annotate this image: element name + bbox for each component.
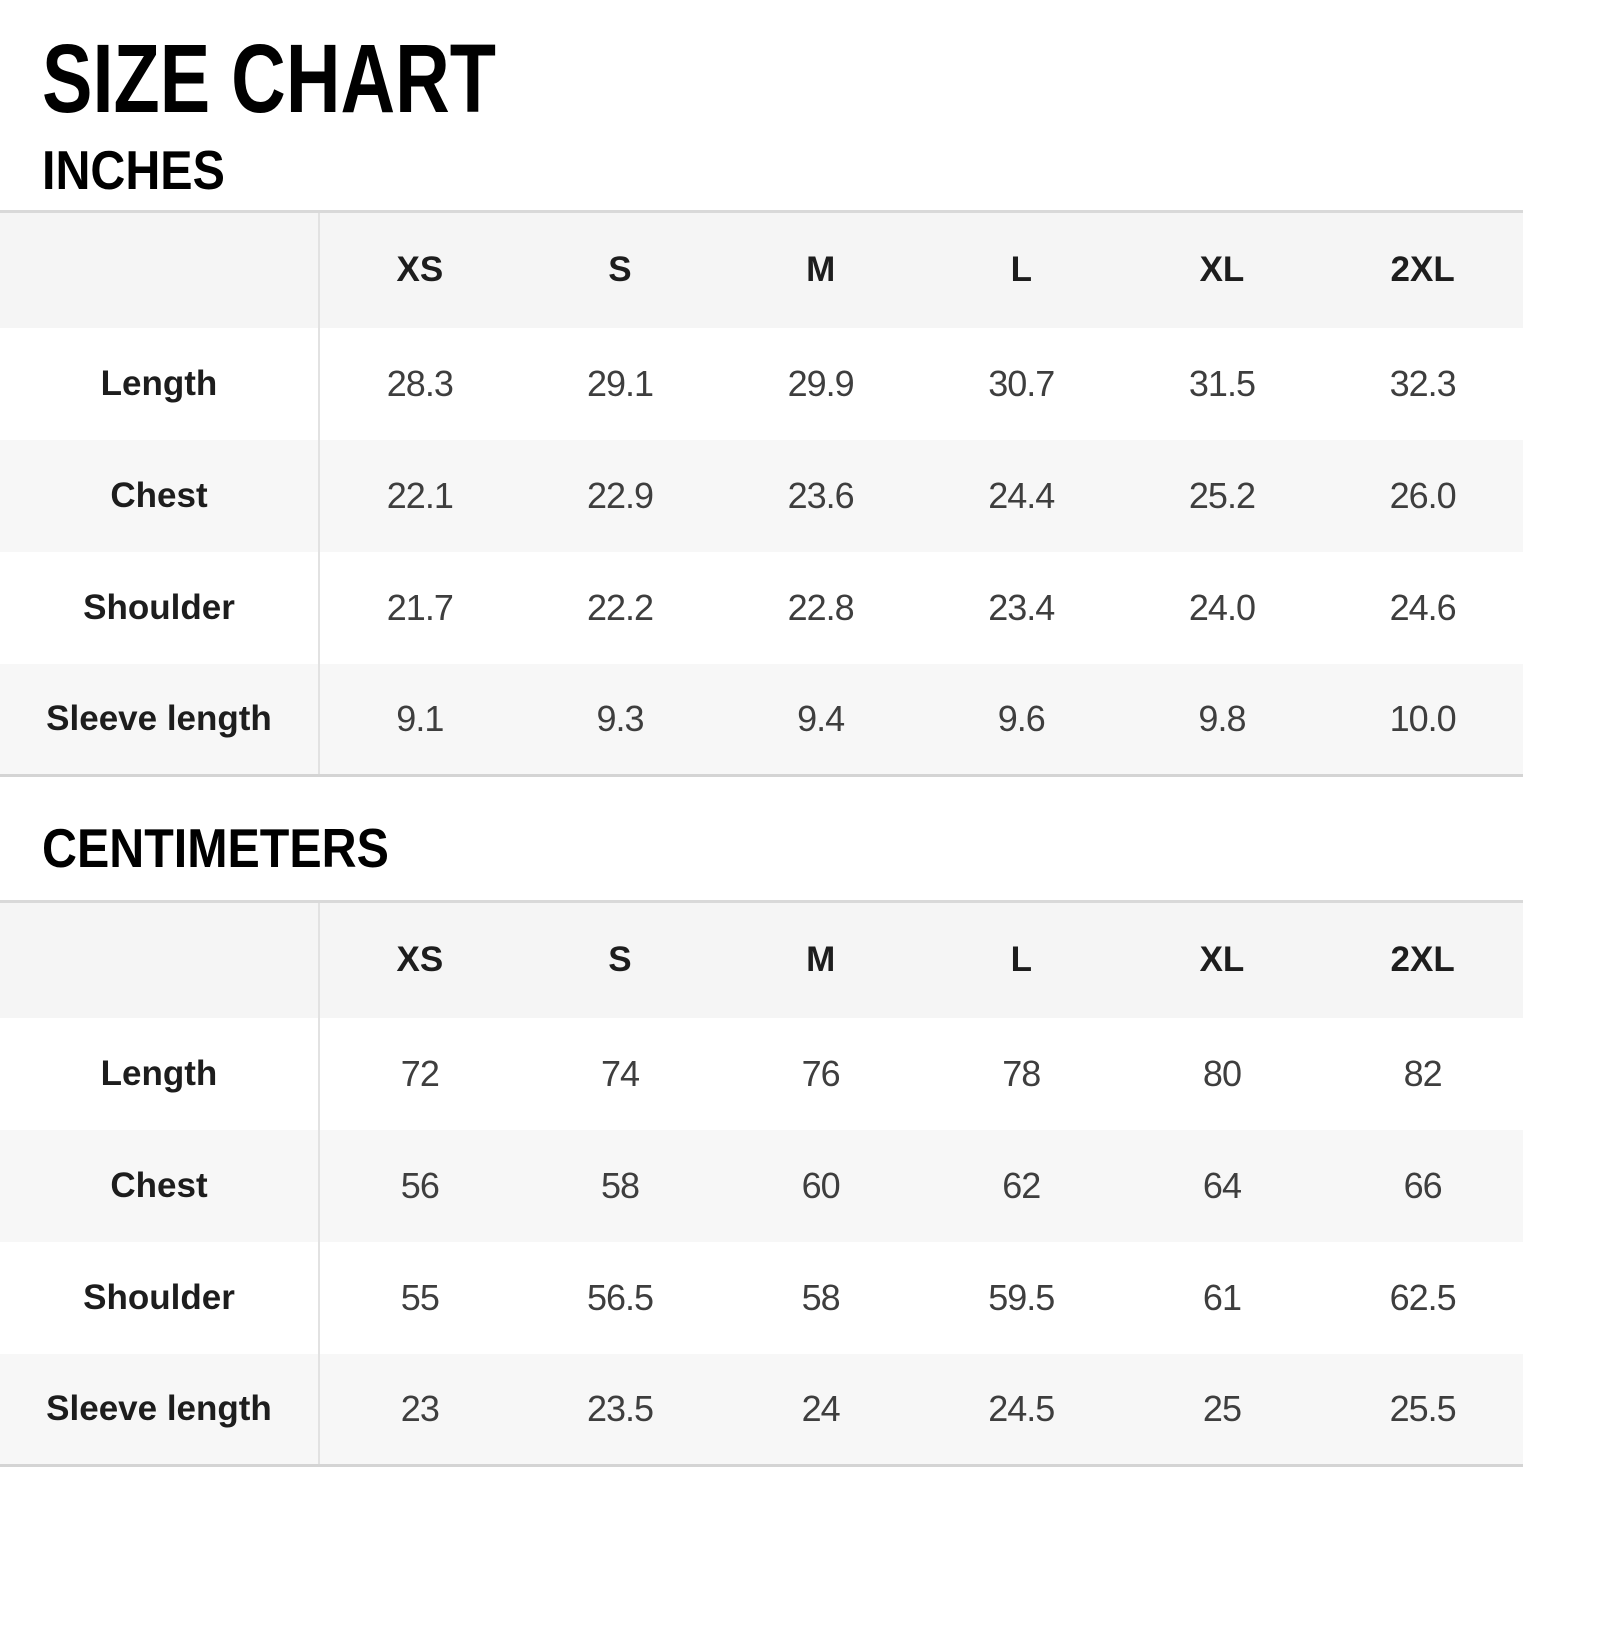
size-value-cell: 25.2: [1188, 474, 1256, 516]
column-header-xl: XL: [1199, 250, 1245, 290]
centimeters-table: XS S M L XL 2XL Length 72 74 76 78 80 82…: [0, 900, 1523, 1467]
table-row-sleeve-length: Sleeve length 23 23.5 24 24.5 25 25.5: [0, 1353, 1523, 1466]
table-row-length: Length 28.3 29.1 29.9 30.7 31.5 32.3: [0, 327, 1523, 440]
row-label: Shoulder: [0, 1241, 320, 1354]
size-value-cell: 25: [1202, 1387, 1242, 1429]
size-value-cell: 26.0: [1389, 474, 1457, 516]
centimeters-header-row: XS S M L XL 2XL: [0, 901, 1523, 1018]
size-value-cell: 32.3: [1389, 362, 1457, 404]
size-value-cell: 23.6: [787, 474, 855, 516]
size-value-cell: 24.0: [1188, 586, 1256, 628]
size-value-cell: 24.6: [1389, 586, 1457, 628]
size-value-cell: 60: [801, 1164, 841, 1206]
column-header-m: M: [806, 940, 836, 980]
size-value-cell: 61: [1202, 1276, 1242, 1318]
inches-header-row: XS S M L XL 2XL: [0, 211, 1523, 328]
page-title: SIZE CHART: [42, 24, 496, 133]
column-header-s: S: [608, 940, 632, 980]
size-value-cell: 22.8: [787, 586, 855, 628]
row-label: Sleeve length: [0, 663, 320, 776]
column-header-xs: XS: [396, 940, 444, 980]
size-value-cell: 59.5: [988, 1276, 1055, 1318]
row-label: Shoulder: [0, 551, 320, 664]
size-value-cell: 64: [1202, 1164, 1242, 1206]
size-value-cell: 31.5: [1188, 362, 1256, 404]
size-value-cell: 56.5: [586, 1276, 654, 1318]
size-value-cell: 62: [1002, 1164, 1041, 1206]
size-value-cell: 29.1: [586, 362, 654, 404]
size-value-cell: 55: [400, 1276, 440, 1318]
column-header-xs: XS: [396, 250, 444, 290]
size-value-cell: 74: [600, 1052, 640, 1094]
size-value-cell: 28.3: [386, 362, 454, 404]
size-value-cell: 72: [400, 1052, 440, 1094]
size-value-cell: 29.9: [787, 362, 855, 404]
size-value-cell: 58: [600, 1164, 640, 1206]
row-label: Chest: [0, 1129, 320, 1242]
corner-cell: [0, 901, 320, 1018]
table-row-chest: Chest 22.1 22.9 23.6 24.4 25.2 26.0: [0, 439, 1523, 552]
size-value-cell: 78: [1002, 1052, 1041, 1094]
size-value-cell: 9.8: [1198, 697, 1246, 739]
size-value-cell: 9.6: [997, 697, 1046, 739]
column-header-2xl: 2XL: [1390, 250, 1455, 290]
size-value-cell: 30.7: [988, 362, 1055, 404]
size-value-cell: 9.3: [596, 697, 644, 739]
table-row-length: Length 72 74 76 78 80 82: [0, 1017, 1523, 1130]
size-value-cell: 76: [801, 1052, 841, 1094]
size-value-cell: 56: [400, 1164, 440, 1206]
size-value-cell: 24.5: [988, 1387, 1055, 1429]
size-value-cell: 22.2: [586, 586, 654, 628]
table-row-shoulder: Shoulder 21.7 22.2 22.8 23.4 24.0 24.6: [0, 551, 1523, 664]
table-row-sleeve-length: Sleeve length 9.1 9.3 9.4 9.6 9.8 10.0: [0, 663, 1523, 776]
size-value-cell: 22.9: [586, 474, 654, 516]
size-value-cell: 25.5: [1389, 1387, 1457, 1429]
size-value-cell: 62.5: [1389, 1276, 1457, 1318]
size-value-cell: 22.1: [386, 474, 454, 516]
size-value-cell: 23.4: [988, 586, 1055, 628]
size-value-cell: 58: [801, 1276, 841, 1318]
section-heading-centimeters: CENTIMETERS: [42, 817, 389, 879]
size-value-cell: 23: [400, 1387, 440, 1429]
corner-cell: [0, 211, 320, 328]
row-label: Chest: [0, 439, 320, 552]
column-header-2xl: 2XL: [1390, 940, 1455, 980]
column-header-s: S: [608, 250, 632, 290]
section-heading-inches: INCHES: [42, 139, 225, 201]
column-header-xl: XL: [1199, 940, 1245, 980]
size-value-cell: 66: [1403, 1164, 1443, 1206]
column-header-m: M: [806, 250, 836, 290]
column-header-l: L: [1010, 250, 1032, 290]
table-row-chest: Chest 56 58 60 62 64 66: [0, 1129, 1523, 1242]
row-label: Sleeve length: [0, 1353, 320, 1466]
size-value-cell: 23.5: [586, 1387, 654, 1429]
inches-table: XS S M L XL 2XL Length 28.3 29.1 29.9 30…: [0, 210, 1523, 777]
size-value-cell: 80: [1202, 1052, 1242, 1094]
size-chart-page: SIZE CHART INCHES XS S M L XL 2XL Length…: [0, 30, 1600, 1467]
size-value-cell: 10.0: [1389, 697, 1457, 739]
size-value-cell: 9.1: [396, 697, 444, 739]
size-value-cell: 24.4: [988, 474, 1055, 516]
size-value-cell: 21.7: [386, 586, 454, 628]
size-value-cell: 24: [801, 1387, 841, 1429]
row-label: Length: [0, 1017, 320, 1130]
column-header-l: L: [1010, 940, 1032, 980]
size-value-cell: 9.4: [797, 697, 845, 739]
table-row-shoulder: Shoulder 55 56.5 58 59.5 61 62.5: [0, 1241, 1523, 1354]
row-label: Length: [0, 327, 320, 440]
size-value-cell: 82: [1403, 1052, 1443, 1094]
